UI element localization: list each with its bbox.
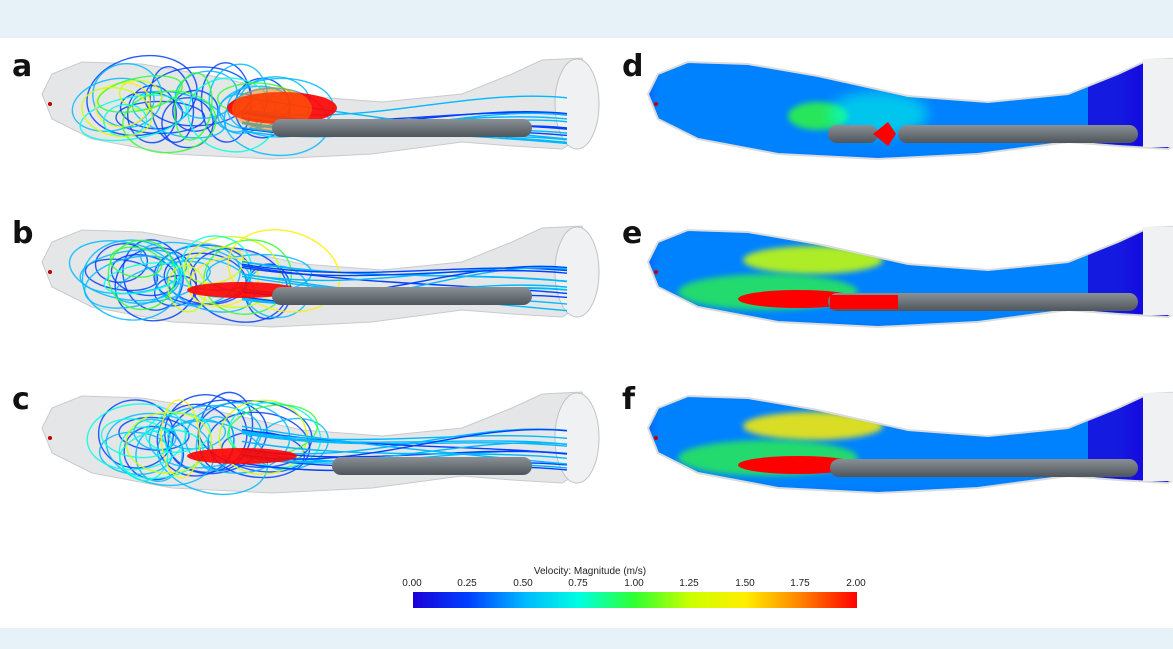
- panel-label-e: e: [622, 216, 643, 251]
- panel-label-c: c: [12, 382, 30, 417]
- colorbar-tick: 0.25: [457, 578, 477, 589]
- streamline-panel-c: [41, 391, 600, 495]
- panel-label-f: f: [622, 382, 636, 417]
- contour-panel-e: [646, 225, 1173, 329]
- catheter: [272, 119, 532, 137]
- catheter: [830, 459, 1138, 477]
- colorbar-tick: 2.00: [846, 578, 866, 589]
- contour-panel-d: [646, 57, 1173, 161]
- catheter: [272, 287, 532, 305]
- panel-label-d: d: [622, 49, 644, 84]
- top-band: [0, 0, 1173, 38]
- colorbar-tick: 1.25: [679, 578, 699, 589]
- catheter: [898, 125, 1138, 143]
- colorbar-tick: 1.75: [790, 578, 810, 589]
- catheter: [828, 293, 1138, 311]
- bottom-band: [0, 628, 1173, 649]
- colorbar-title: Velocity: Magnitude (m/s): [533, 566, 647, 577]
- colorbar-tick: 0.75: [568, 578, 588, 589]
- streamline-panel-b: [41, 225, 600, 328]
- panel-label-a: a: [12, 49, 33, 84]
- colorbar-tick: 1.50: [735, 578, 755, 589]
- contour-panel-f: [646, 391, 1173, 495]
- streamline-panel-a: [41, 54, 600, 160]
- panel-label-b: b: [12, 216, 34, 251]
- colorbar-tick: 1.00: [624, 578, 644, 589]
- catheter-tip: [828, 125, 878, 143]
- catheter: [332, 457, 532, 475]
- colorbar-tick: 0.00: [402, 578, 422, 589]
- colorbar-tick: 0.50: [513, 578, 533, 589]
- colorbar: [413, 592, 857, 608]
